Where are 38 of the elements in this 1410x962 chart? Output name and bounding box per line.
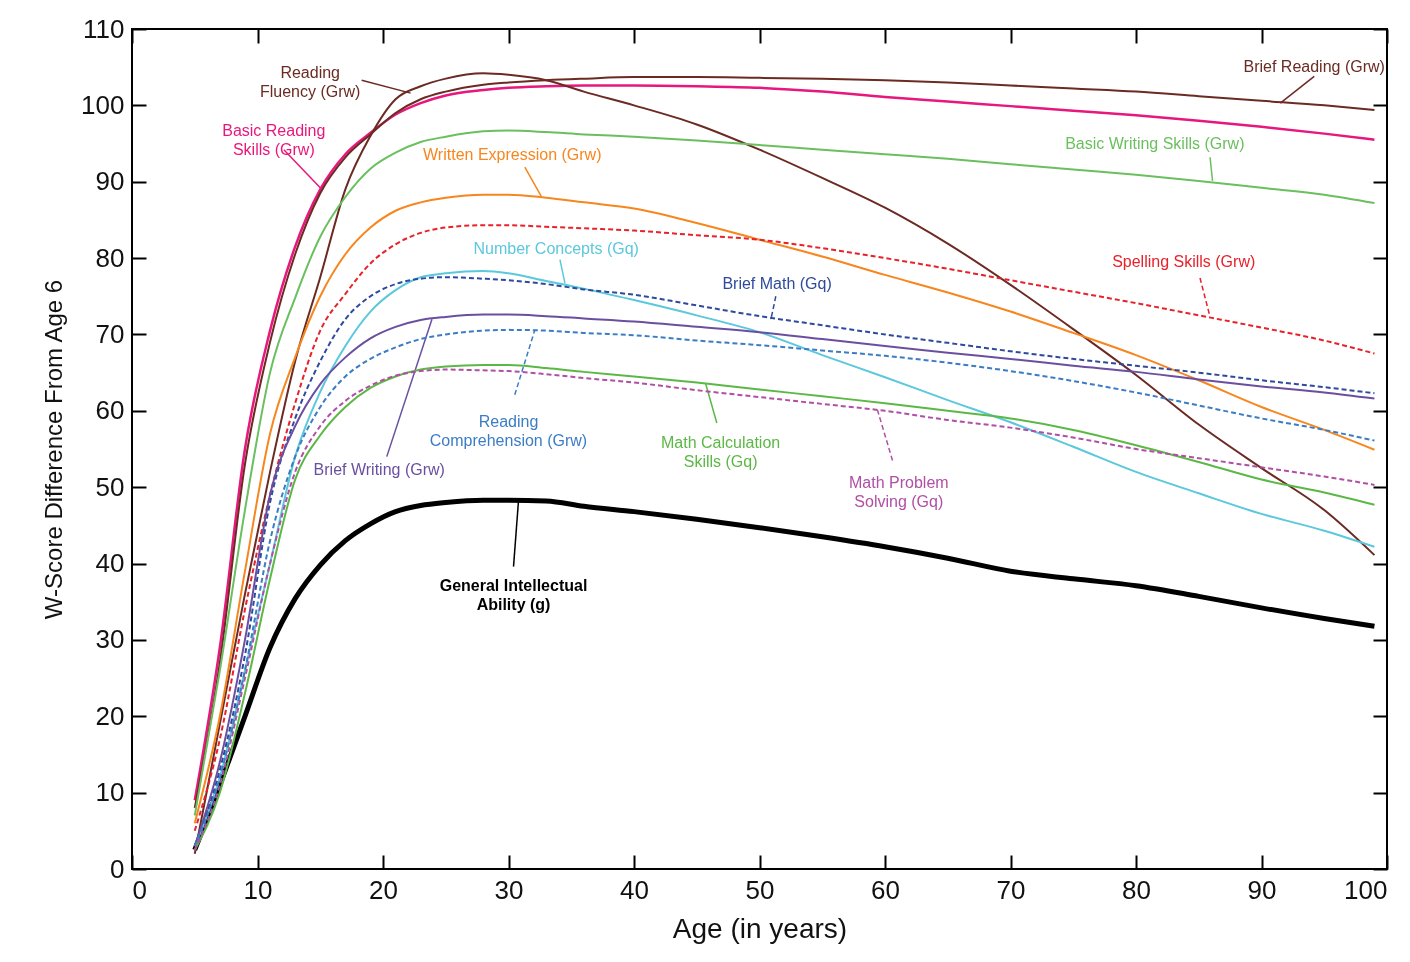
- series-label: Number Concepts (Gq): [473, 239, 639, 257]
- y-tick-label: 80: [95, 242, 125, 273]
- series-label: Spelling Skills (Grw): [1112, 252, 1256, 270]
- y-tick-label: 100: [81, 89, 125, 120]
- series-label: Brief Math (Gq): [722, 275, 832, 293]
- series-label: Brief Writing (Grw): [313, 460, 445, 478]
- y-tick-label: 30: [95, 624, 125, 655]
- y-axis-title: W-Score Difference From Age 6: [40, 279, 68, 620]
- x-tick-label: 20: [369, 874, 398, 905]
- x-axis-title: Age (in years): [672, 912, 848, 944]
- text: General Intellectual Ability (g): [439, 576, 588, 613]
- x-tick-label: 30: [494, 874, 524, 905]
- x-tick-label: 100: [1344, 874, 1388, 905]
- x-tick-label: 70: [996, 874, 1026, 905]
- x-tick-label: 50: [745, 874, 775, 905]
- y-tick-label: 20: [95, 700, 125, 731]
- y-tick-label: 60: [95, 395, 125, 426]
- x-tick-label: 80: [1122, 874, 1151, 905]
- x-tick-label: 10: [243, 874, 273, 905]
- text: Math Problem Solving (Gq): [849, 473, 949, 510]
- y-tick-label: 50: [95, 471, 125, 502]
- y-tick-label: 90: [95, 166, 125, 197]
- text: Math Calculation Skills (Gq): [661, 433, 781, 470]
- text: Written Expression (Grw): [423, 146, 602, 163]
- legend-label: Reading Fluency (Grw): [259, 64, 361, 101]
- y-tick-label: 110: [83, 13, 125, 44]
- y-tick-label: 70: [95, 318, 125, 349]
- y-tick-label: 10: [95, 777, 125, 808]
- series-label: Brief Reading (Grw): [1243, 58, 1385, 76]
- x-tick-label: 60: [871, 874, 900, 905]
- series-label: Basic Reading Skills (Grw): [222, 122, 326, 159]
- series-label: Basic Writing Skills (Grw): [1065, 135, 1245, 153]
- x-tick-label: 90: [1247, 874, 1277, 905]
- y-tick-label: 40: [95, 548, 125, 579]
- text: Reading Comprehension (Grw): [429, 413, 588, 450]
- x-tick-label: 40: [620, 874, 649, 905]
- y-tick-label: 0: [110, 853, 125, 884]
- x-tick-label: 0: [132, 874, 147, 905]
